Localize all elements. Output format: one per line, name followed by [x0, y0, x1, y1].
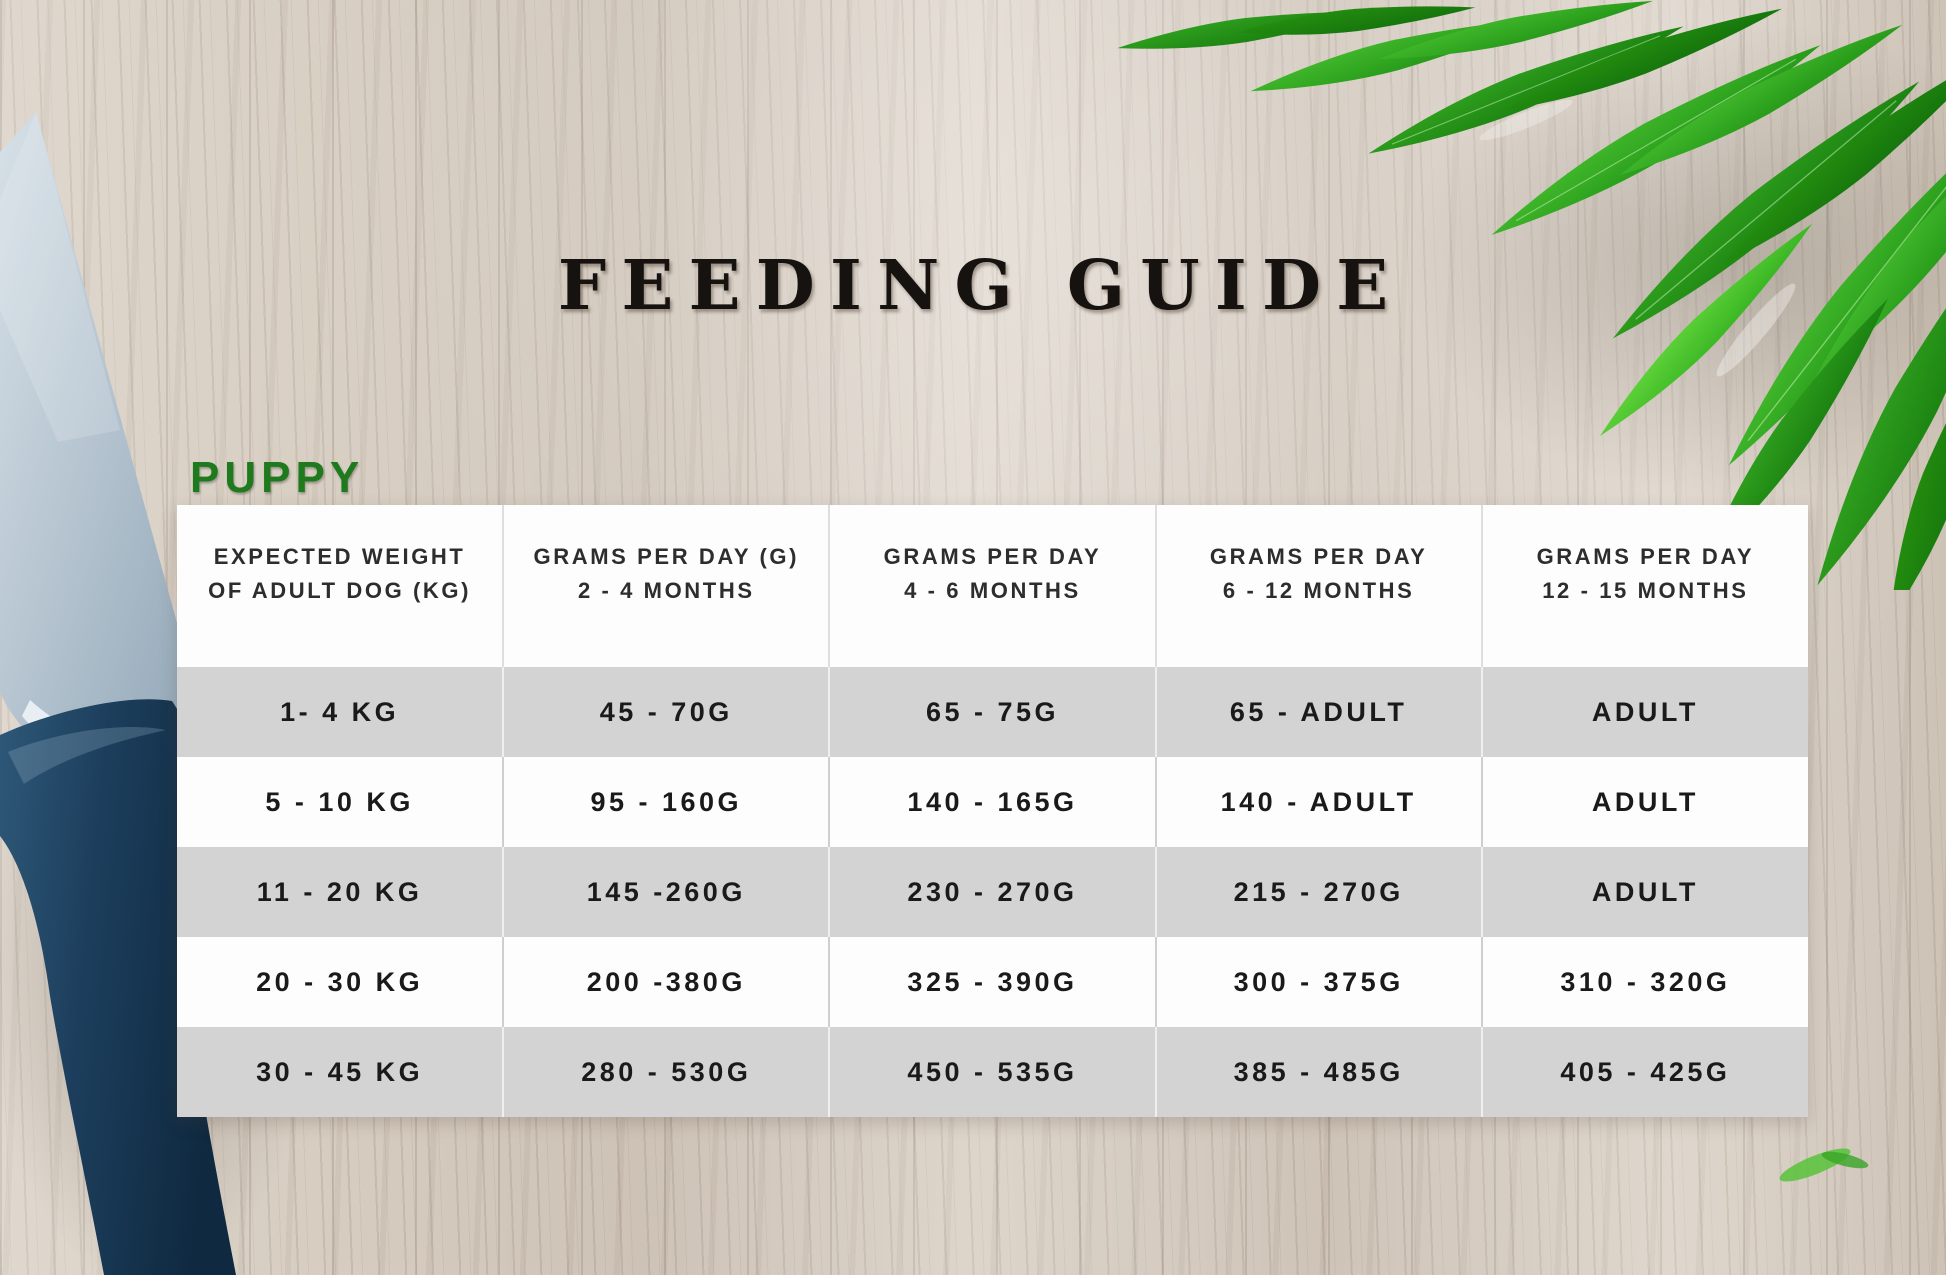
table-cell: 215 - 270G [1154, 847, 1482, 937]
header-line-1: EXPECTED WEIGHT [213, 543, 466, 569]
knife-blade [0, 112, 193, 778]
table-cell: 145 -260G [502, 847, 830, 937]
column-header-2-4-months: GRAMS PER DAY (G) 2 - 4 MONTHS [502, 505, 830, 667]
table-body: 1- 4 KG 45 - 70G 65 - 75G 65 - ADULT ADU… [177, 667, 1808, 1117]
table-row: 1- 4 KG 45 - 70G 65 - 75G 65 - ADULT ADU… [177, 667, 1808, 757]
table-cell: 230 - 270G [828, 847, 1156, 937]
column-header-expected-weight: EXPECTED WEIGHT OF ADULT DOG (KG) [177, 505, 504, 667]
leaf [1598, 64, 1934, 356]
leaf [1361, 9, 1691, 171]
table-row: 11 - 20 KG 145 -260G 230 - 270G 215 - 27… [177, 847, 1808, 937]
table-cell: 95 - 160G [502, 757, 830, 847]
leaf-gloss-highlight [1479, 99, 1573, 141]
table-row: 20 - 30 KG 200 -380G 325 - 390G 300 - 37… [177, 937, 1808, 1027]
page-title: FEEDING GUIDE [557, 246, 1404, 326]
table-cell: 140 - 165G [828, 757, 1156, 847]
table-cell: 11 - 20 KG [177, 847, 504, 937]
header-line-2: 6 - 12 MONTHS [1222, 578, 1415, 603]
column-header-4-6-months: GRAMS PER DAY 4 - 6 MONTHS [828, 505, 1156, 667]
header-line-2: OF ADULT DOG (KG) [208, 578, 472, 603]
leaf [1481, 27, 1831, 253]
table-cell: 325 - 390G [828, 937, 1156, 1027]
table-row: 30 - 45 KG 280 - 530G 450 - 535G 385 - 4… [177, 1027, 1808, 1117]
table-cell: ADULT [1480, 667, 1808, 757]
table-cell: 310 - 320G [1480, 937, 1808, 1027]
table-cell: 5 - 10 KG [177, 757, 504, 847]
table-cell: 30 - 45 KG [177, 1027, 504, 1117]
small-leaf-sprig [1779, 1148, 1869, 1182]
table-cell: 450 - 535G [828, 1027, 1156, 1117]
header-line-1: GRAMS PER DAY [1209, 543, 1428, 569]
header-line-1: GRAMS PER DAY (G) [533, 543, 800, 569]
table-cell: 405 - 425G [1480, 1027, 1808, 1117]
section-label-puppy: PUPPY [190, 453, 365, 502]
table-cell: 385 - 485G [1154, 1027, 1482, 1117]
table-cell: 65 - ADULT [1154, 667, 1482, 757]
knife-blade-sheen [0, 112, 120, 442]
knife-handle-sheen [8, 726, 166, 784]
table-cell: ADULT [1480, 847, 1808, 937]
header-line-2: 2 - 4 MONTHS [577, 578, 755, 603]
header-line-1: GRAMS PER DAY [1536, 543, 1755, 569]
table-row: 5 - 10 KG 95 - 160G 140 - 165G 140 - ADU… [177, 757, 1808, 847]
header-line-2: 12 - 15 MONTHS [1542, 578, 1749, 603]
table-cell: 280 - 530G [502, 1027, 830, 1117]
table-cell: ADULT [1480, 757, 1808, 847]
column-header-6-12-months: GRAMS PER DAY 6 - 12 MONTHS [1154, 505, 1482, 667]
table-cell: 65 - 75G [828, 667, 1156, 757]
green-leaves-image [1115, 0, 1946, 590]
table-cell: 140 - ADULT [1154, 757, 1482, 847]
table-cell: 300 - 375G [1154, 937, 1482, 1027]
column-header-12-15-months: GRAMS PER DAY 12 - 15 MONTHS [1480, 505, 1808, 667]
header-line-2: 4 - 6 MONTHS [904, 578, 1081, 603]
table-cell: 200 -380G [502, 937, 830, 1027]
table-header-row: EXPECTED WEIGHT OF ADULT DOG (KG) GRAMS … [177, 505, 1808, 667]
feeding-table: EXPECTED WEIGHT OF ADULT DOG (KG) GRAMS … [177, 505, 1808, 1117]
leaf [1710, 120, 1946, 480]
table-cell: 1- 4 KG [177, 667, 504, 757]
sprig-leaf [1821, 1151, 1869, 1169]
table-cell: 20 - 30 KG [177, 937, 504, 1027]
leaf-gloss-highlight [1716, 283, 1796, 377]
header-line-1: GRAMS PER DAY [883, 543, 1102, 569]
table-cell: 45 - 70G [502, 667, 830, 757]
